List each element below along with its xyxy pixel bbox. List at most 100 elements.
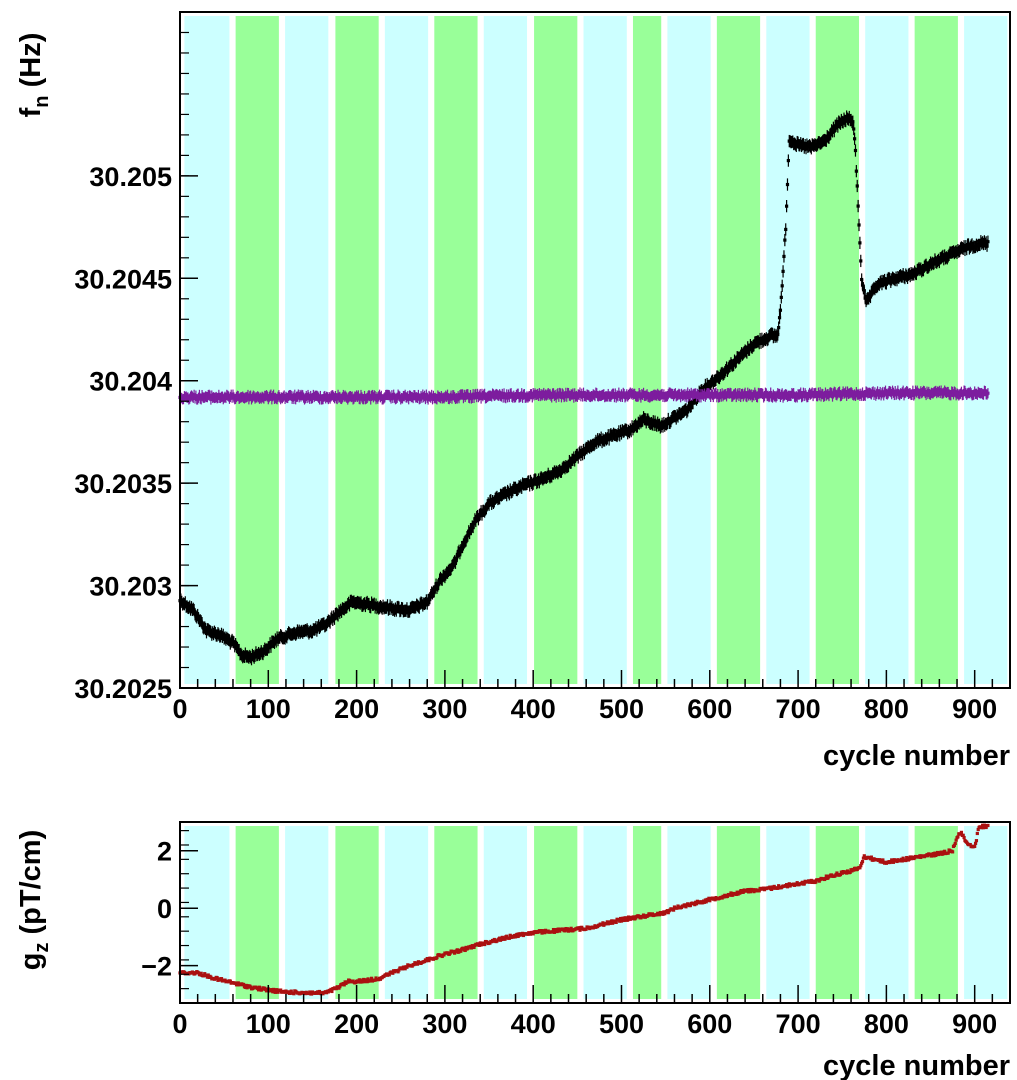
grad-x-tick-label: 600 [687, 1009, 732, 1039]
grad-series0-point [708, 899, 712, 903]
freq-series1-point [411, 396, 415, 400]
freq-series0-point [663, 424, 667, 428]
freq-series0-point [455, 554, 459, 558]
freq-series1-point [702, 392, 707, 396]
freq-band [434, 16, 478, 684]
grad-series0-point [206, 973, 210, 977]
freq-series1-point [532, 393, 536, 397]
freq-series1-point [430, 393, 434, 397]
freq-series0-point [256, 653, 260, 657]
grad-series0-point [624, 916, 628, 920]
freq-series0-point [594, 439, 598, 443]
freq-series1-point [519, 394, 523, 399]
freq-series1-point [359, 393, 363, 397]
freq-series0-point [254, 650, 258, 654]
freq-series1-point [269, 393, 273, 397]
freq-series1-point [958, 392, 963, 396]
freq-series1-point [565, 395, 569, 399]
freq-series1-point [292, 397, 296, 401]
freq-series0-point [525, 482, 529, 486]
freq-series0-point [631, 427, 635, 431]
freq-series1-point [840, 392, 844, 396]
freq-series0-point [286, 632, 290, 636]
freq-series0-point [606, 433, 610, 437]
freq-series1-point [275, 397, 279, 401]
grad-series0-point [768, 885, 772, 889]
freq-series1-point [456, 394, 460, 398]
grad-series0-point [747, 890, 751, 894]
freq-series0-point [219, 634, 223, 638]
freq-series1-point [819, 394, 823, 398]
freq-series1-point [806, 395, 810, 399]
freq-series0-point [559, 470, 564, 474]
freq-series1-point [506, 393, 511, 397]
freq-series1-point [938, 391, 942, 395]
freq-series0-point [717, 376, 722, 380]
freq-series0-point [879, 279, 883, 283]
freq-series1-point [229, 393, 233, 397]
grad-series0-point [980, 826, 984, 830]
freq-series1-point [804, 393, 808, 397]
grad-series0-point [725, 894, 730, 898]
freq-series0-point [759, 341, 763, 345]
grad-series0-point [618, 919, 622, 923]
freq-series0-point [656, 421, 660, 425]
freq-band [632, 16, 662, 684]
freq-series0-point [711, 381, 715, 385]
freq-series1-point [579, 394, 583, 398]
freq-series0-point [399, 609, 403, 613]
grad-series0-point [317, 989, 322, 994]
freq-series1-point [192, 393, 196, 397]
freq-series0-point [766, 337, 770, 341]
freq-series1-point [633, 392, 637, 396]
grad-series0-point [453, 951, 457, 955]
freq-series1-point [376, 397, 380, 401]
grad-series0-point [693, 903, 697, 907]
grad-series0-point [215, 975, 219, 980]
freq-series1-point [490, 394, 494, 398]
freq-series0-point [901, 272, 905, 276]
grad-series0-point [288, 991, 292, 995]
freq-series1-point [795, 395, 799, 399]
freq-series1-point [194, 394, 198, 398]
grad-series0-point [683, 903, 687, 907]
freq-series1-point [937, 389, 941, 393]
freq-series0-point [300, 629, 304, 633]
freq-series1-point [210, 393, 214, 398]
grad-series0-point [566, 927, 570, 931]
freq-series1-point [630, 391, 634, 395]
freq-series0-point [249, 657, 254, 661]
grad-series0-point [787, 882, 791, 886]
freq-x-tick-label: 100 [246, 694, 291, 724]
freq-series1-point [939, 388, 943, 393]
freq-series0-point [518, 485, 522, 489]
freq-series1-point [413, 393, 417, 397]
freq-series0-point [227, 638, 232, 642]
freq-series0-point [347, 601, 351, 605]
freq-series0-point [272, 641, 277, 645]
freq-series1-point [858, 394, 862, 398]
grad-series0-point [631, 917, 635, 921]
freq-series0-point [937, 260, 941, 264]
freq-series1-point [780, 391, 784, 396]
freq-series1-point [566, 391, 571, 395]
freq-series0-point [407, 609, 412, 614]
freq-series0-point [195, 615, 199, 619]
freq-series0-point [596, 439, 601, 444]
freq-series1-point [391, 396, 395, 400]
freq-series0-point [424, 598, 428, 603]
grad-series0-point [852, 868, 856, 872]
freq-x-tick-label: 600 [687, 694, 732, 724]
freq-series0-point [385, 605, 389, 610]
freq-series0-point [783, 238, 787, 242]
freq-band [335, 16, 379, 684]
freq-series0-point [847, 115, 851, 119]
freq-series1-point [673, 391, 677, 395]
freq-series1-point [719, 394, 723, 399]
grad-series0-point [270, 988, 274, 992]
freq-series1-point [609, 395, 613, 399]
freq-series0-point [563, 466, 567, 470]
freq-series0-point [955, 251, 959, 255]
grad-series0-point [459, 949, 463, 953]
freq-series1-point [827, 394, 831, 398]
